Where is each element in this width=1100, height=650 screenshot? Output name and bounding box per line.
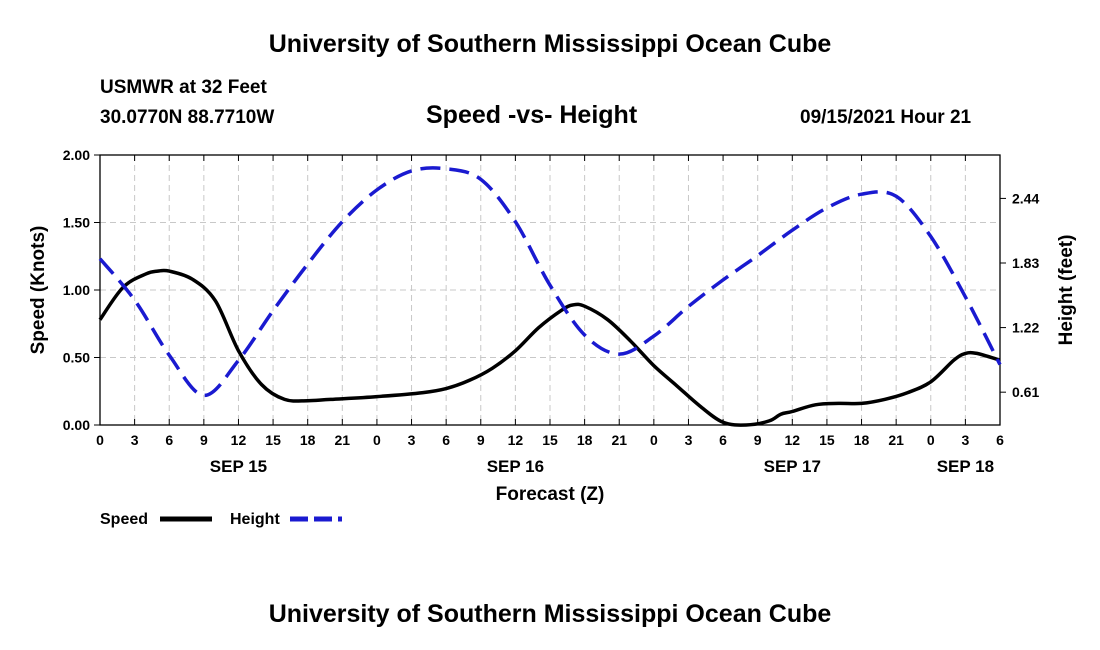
x-tick-label: 6	[996, 432, 1004, 448]
series-line-height	[98, 166, 1002, 398]
y-left-axis-title: Speed (Knots)	[28, 226, 49, 355]
x-tick-label: 0	[96, 432, 104, 448]
x-tick-label: 18	[854, 432, 870, 448]
y-right-tick-label: 1.22	[1012, 320, 1039, 336]
x-tick-label: 0	[927, 432, 935, 448]
x-tick-label: 12	[231, 432, 247, 448]
x-tick-label: 9	[477, 432, 485, 448]
x-tick-label: 21	[611, 432, 627, 448]
data-series	[98, 166, 1002, 427]
x-tick-label: 21	[335, 432, 351, 448]
x-tick-label: 18	[300, 432, 316, 448]
y-right-tick-label: 2.44	[1012, 190, 1039, 206]
x-tick-label: 15	[265, 432, 281, 448]
date-label: SEP 18	[937, 457, 994, 476]
station-name: USMWR at 32 Feet	[100, 77, 267, 98]
x-tick-label: 3	[131, 432, 139, 448]
x-tick-label: 15	[819, 432, 835, 448]
grid-lines	[100, 155, 1000, 425]
date-label: SEP 15	[210, 457, 267, 476]
x-tick-label: 6	[719, 432, 727, 448]
x-tick-label: 15	[542, 432, 558, 448]
y-left-tick-label: 1.50	[63, 215, 90, 231]
x-tick-label: 18	[577, 432, 593, 448]
x-axis-title: Forecast (Z)	[496, 484, 605, 505]
date-label: SEP 16	[487, 457, 544, 476]
forecast-datetime: 09/15/2021 Hour 21	[800, 107, 972, 128]
chart-subtitle: Speed -vs- Height	[426, 101, 638, 129]
station-coordinates: 30.0770N 88.7710W	[100, 107, 275, 128]
y-left-tick-label: 0.00	[63, 417, 90, 433]
y-right-tick-label: 0.61	[1012, 384, 1039, 400]
y-left-tick-label: 0.50	[63, 350, 90, 366]
x-tick-label: 12	[508, 432, 524, 448]
footer-title: University of Southern Mississippi Ocean…	[268, 600, 832, 628]
series-line-speed	[98, 268, 1001, 427]
y-left-tick-label: 1.00	[63, 282, 90, 298]
x-tick-label: 9	[754, 432, 762, 448]
axis-labels: 0 3 6 9 12 15 18 21 0 3 6 9 12 15 18 21 0 3 6 9 12 15 18 21 0 3 6 0…	[28, 147, 1077, 505]
x-tick-label: 21	[888, 432, 904, 448]
legend-label: Speed	[100, 511, 148, 528]
legend-label: Height	[230, 511, 280, 528]
page-title: University of Southern Mississippi Ocean…	[268, 30, 832, 58]
y-right-axis-title: Height (feet)	[1056, 235, 1077, 346]
x-tick-label: 12	[785, 432, 801, 448]
x-tick-label: 6	[165, 432, 173, 448]
x-tick-label: 3	[685, 432, 693, 448]
legend: Speed Height	[100, 511, 342, 528]
x-tick-label: 3	[961, 432, 969, 448]
y-left-tick-label: 2.00	[63, 147, 90, 163]
x-tick-label: 6	[442, 432, 450, 448]
x-tick-label: 0	[373, 432, 381, 448]
date-label: SEP 17	[764, 457, 821, 476]
x-tick-label: 3	[408, 432, 416, 448]
x-tick-label: 0	[650, 432, 658, 448]
y-right-tick-label: 1.83	[1012, 255, 1039, 271]
x-tick-label: 9	[200, 432, 208, 448]
axis-ticks	[94, 154, 1006, 426]
